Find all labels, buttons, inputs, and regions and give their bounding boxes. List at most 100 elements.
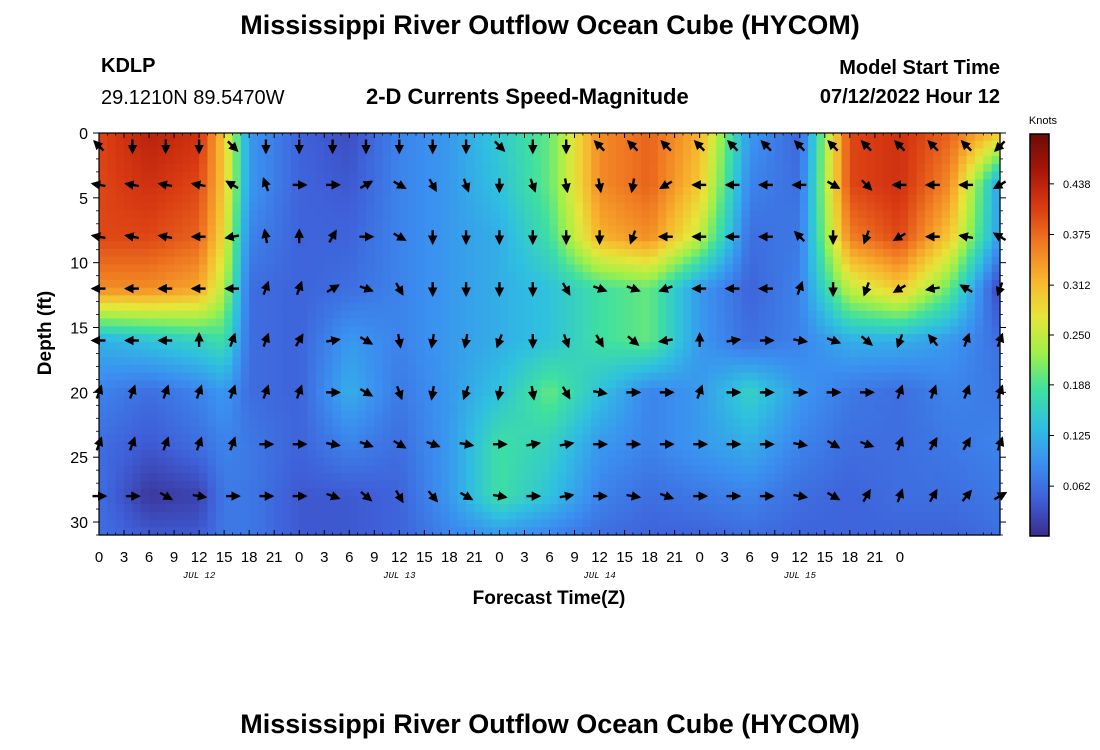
heatmap-cell	[566, 248, 576, 258]
heatmap-cell	[190, 248, 200, 258]
heatmap-cell	[774, 372, 784, 381]
heatmap-cell	[174, 395, 184, 405]
heatmap-cell	[457, 272, 467, 281]
heatmap-cell	[215, 388, 225, 397]
heatmap-cell	[482, 279, 492, 289]
heatmap-cell	[549, 264, 559, 273]
heatmap-cell	[958, 395, 968, 405]
heatmap-cell	[816, 395, 826, 405]
heatmap-cell	[899, 156, 909, 165]
heatmap-cell	[682, 279, 692, 289]
heatmap-cell	[399, 326, 409, 335]
heatmap-cell	[816, 187, 826, 196]
heatmap-cell	[466, 480, 476, 490]
heatmap-cell	[282, 449, 292, 459]
heatmap-cell	[149, 210, 158, 219]
heatmap-cell	[599, 403, 609, 412]
heatmap-cell	[349, 179, 359, 188]
heatmap-cell	[657, 272, 667, 281]
heatmap-cell	[557, 473, 567, 482]
heatmap-cell	[991, 295, 1001, 304]
heatmap-cell	[432, 341, 442, 351]
heatmap-cell	[799, 233, 809, 242]
heatmap-cell	[941, 434, 951, 443]
heatmap-cell	[416, 449, 425, 459]
heatmap-cell	[874, 303, 884, 312]
heatmap-cell	[891, 210, 901, 219]
heatmap-cell	[966, 303, 976, 312]
heatmap-cell	[140, 210, 150, 219]
heatmap-cell	[624, 279, 634, 289]
heatmap-cell	[99, 272, 108, 281]
heatmap-cell	[632, 357, 642, 366]
heatmap-cell	[232, 287, 242, 296]
heatmap-cell	[841, 449, 851, 459]
heatmap-cell	[190, 380, 200, 389]
heatmap-cell	[182, 287, 192, 296]
heatmap-cell	[983, 473, 993, 482]
heatmap-cell	[774, 380, 784, 389]
heatmap-cell	[457, 457, 467, 467]
heatmap-cell	[274, 233, 284, 242]
heatmap-cell	[699, 295, 709, 304]
heatmap-cell	[591, 303, 601, 312]
heatmap-cell	[115, 163, 125, 173]
heatmap-cell	[791, 457, 801, 467]
heatmap-cell	[340, 194, 350, 204]
heatmap-cell	[749, 287, 759, 296]
heatmap-cell	[99, 287, 108, 296]
heatmap-cell	[149, 171, 158, 180]
heatmap-cell	[441, 202, 450, 211]
heatmap-cell	[891, 156, 901, 165]
heatmap-cell	[582, 194, 592, 204]
heatmap-cell	[174, 419, 184, 428]
heatmap-cell	[265, 349, 275, 358]
heatmap-cell	[733, 449, 742, 459]
heatmap-cell	[532, 318, 542, 327]
heatmap-cell	[716, 133, 726, 142]
heatmap-cell	[699, 303, 709, 312]
heatmap-cell	[691, 248, 701, 258]
heatmap-cell	[274, 473, 284, 482]
heatmap-cell	[741, 395, 751, 405]
heatmap-cell	[165, 326, 175, 335]
heatmap-cell	[265, 357, 275, 366]
heatmap-cell	[324, 295, 334, 304]
heatmap-cell	[949, 426, 959, 436]
heatmap-cell	[99, 395, 108, 405]
heatmap-cell	[699, 419, 709, 428]
heatmap-cell	[124, 473, 133, 482]
heatmap-cell	[199, 272, 209, 281]
heatmap-cell	[582, 133, 592, 142]
heatmap-cell	[824, 419, 834, 428]
heatmap-cell	[232, 210, 242, 219]
heatmap-cell	[299, 272, 309, 281]
heatmap-cell	[299, 163, 309, 173]
heatmap-cell	[733, 171, 742, 180]
heatmap-cell	[290, 473, 300, 482]
heatmap-cell	[682, 163, 692, 173]
heatmap-cell	[916, 194, 926, 204]
heatmap-cell	[724, 473, 734, 482]
heatmap-cell	[215, 218, 225, 227]
heatmap-cell	[390, 248, 400, 258]
heatmap-cell	[491, 457, 501, 467]
heatmap-cell	[666, 241, 676, 250]
heatmap-cell	[315, 318, 325, 327]
heatmap-cell	[549, 295, 559, 304]
heatmap-cell	[741, 380, 751, 389]
heatmap-cell	[899, 411, 909, 420]
heatmap-cell	[182, 357, 192, 366]
heatmap-cell	[983, 411, 993, 420]
heatmap-cell	[349, 395, 359, 405]
heatmap-cell	[816, 179, 826, 188]
heatmap-cell	[307, 426, 317, 436]
heatmap-cell	[682, 194, 692, 204]
heatmap-cell	[416, 163, 425, 173]
heatmap-cell	[507, 171, 517, 180]
heatmap-cell	[891, 279, 901, 289]
heatmap-cell	[249, 442, 259, 451]
heatmap-cell	[566, 388, 576, 397]
heatmap-cell	[766, 473, 776, 482]
heatmap-cell	[407, 341, 417, 351]
